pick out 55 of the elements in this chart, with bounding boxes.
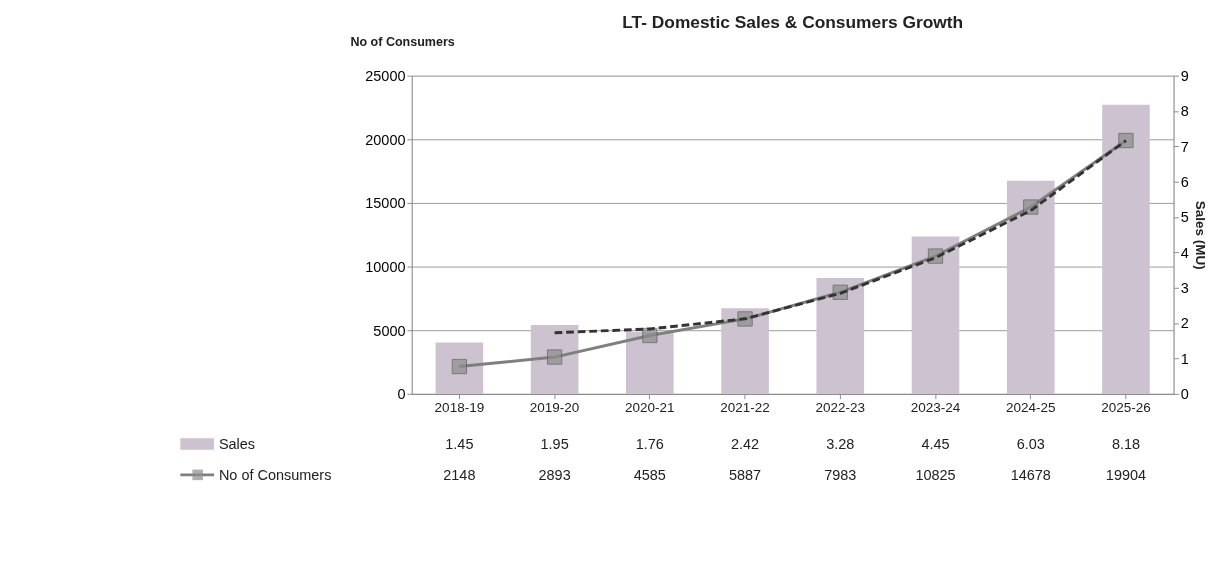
data-label: 2.42 xyxy=(730,435,760,452)
x-tick-label: 2022-23 xyxy=(815,399,866,415)
y2-tick-label: 6 xyxy=(1180,174,1189,191)
bar xyxy=(911,236,960,394)
y2-tick-label: 8 xyxy=(1180,103,1189,120)
y-tick-label: 0 xyxy=(397,386,406,403)
bar xyxy=(1006,180,1055,394)
point xyxy=(642,327,658,344)
x-tick-label: 2021-22 xyxy=(720,399,770,415)
point xyxy=(546,349,563,365)
data-label: 14678 xyxy=(1010,466,1051,483)
bar xyxy=(1102,104,1150,394)
data-label: 4.45 xyxy=(921,435,950,452)
data-label: 7983 xyxy=(824,466,857,483)
data-label: 3.28 xyxy=(826,435,855,452)
data-label: 2893 xyxy=(538,466,571,483)
point xyxy=(1118,132,1134,149)
y2-tick-label: 3 xyxy=(1180,280,1189,297)
y-tick-label: 20000 xyxy=(365,131,406,148)
data-label: 8.18 xyxy=(1111,435,1141,452)
data-label: 19904 xyxy=(1105,466,1147,483)
data-label: 6.03 xyxy=(1016,435,1045,452)
y-tick-label: 10000 xyxy=(365,258,406,275)
y2-tick-label: 5 xyxy=(1180,209,1189,226)
legend-label: No of Consumers xyxy=(218,466,332,483)
y2-tick-label: 1 xyxy=(1180,350,1189,367)
y-axis-title: No of Consumers xyxy=(350,35,455,50)
bar xyxy=(721,308,769,394)
data-label: 2148 xyxy=(443,466,476,483)
bar xyxy=(435,342,484,394)
y2-tick-label: 9 xyxy=(1180,67,1189,84)
data-label: 10825 xyxy=(915,466,956,483)
y2-axis-title: Sales (MU) xyxy=(1192,200,1208,270)
legend-label: Sales xyxy=(218,435,256,452)
x-tick-label: 2024-25 xyxy=(1005,399,1056,415)
x-tick-label: 2018-19 xyxy=(434,399,485,415)
chart-title: LT- Domestic Sales & Consumers Growth xyxy=(622,12,964,33)
bar xyxy=(816,277,865,394)
data-label: 1.76 xyxy=(635,435,664,452)
data-label: 1.45 xyxy=(445,435,474,452)
y2-tick-label: 2 xyxy=(1180,315,1189,332)
data-label: 1.95 xyxy=(540,435,569,452)
y-tick-label: 15000 xyxy=(365,195,406,212)
x-tick-label: 2025-26 xyxy=(1101,399,1151,415)
x-tick-label: 2020-21 xyxy=(625,399,675,415)
x-tick-label: 2019-20 xyxy=(529,399,580,415)
y2-tick-label: 0 xyxy=(1180,386,1189,403)
data-label: 5887 xyxy=(728,466,762,483)
x-tick-label: 2023-24 xyxy=(910,399,961,415)
y2-tick-label: 4 xyxy=(1180,244,1189,261)
y-tick-label: 5000 xyxy=(373,322,406,339)
y-tick-label: 25000 xyxy=(365,67,406,84)
data-label: 4585 xyxy=(633,466,666,483)
bar xyxy=(626,331,674,394)
y2-tick-label: 7 xyxy=(1180,138,1189,155)
